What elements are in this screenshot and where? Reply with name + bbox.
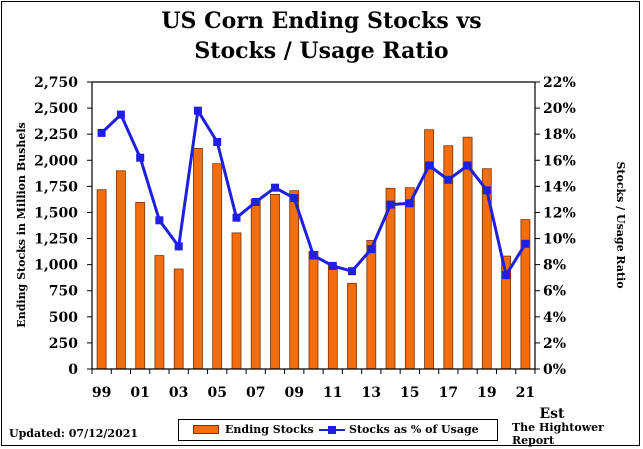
y-axis-title: Ending Stocks in Million Bushels xyxy=(15,122,28,327)
line-marker-99 xyxy=(97,128,106,137)
legend-item-bars: Ending Stocks xyxy=(193,423,314,436)
y-tick-label: 1,750 xyxy=(34,179,78,195)
bars-layer xyxy=(96,129,531,370)
line-marker-19 xyxy=(482,186,491,195)
x-extra-label: Est xyxy=(539,406,565,422)
x-tick-label: 03 xyxy=(169,385,188,401)
y-tick-label: 0 xyxy=(68,362,78,378)
bar-10 xyxy=(308,250,319,370)
line-marker-06 xyxy=(232,213,241,222)
line-marker-11 xyxy=(328,261,337,270)
y-tick-label: 2,250 xyxy=(34,127,78,143)
line-marker-12 xyxy=(348,267,356,276)
x-tick-label: 05 xyxy=(207,385,226,401)
bar-15 xyxy=(404,187,415,370)
line-marker-00 xyxy=(116,110,125,119)
y-tick-label: 1,500 xyxy=(34,205,78,221)
line-marker-08 xyxy=(271,183,279,192)
line-marker-07 xyxy=(251,198,260,206)
bar-05 xyxy=(212,163,223,370)
x-tick-label: 15 xyxy=(400,385,419,401)
axes-layer xyxy=(91,81,536,370)
x-tick-label: 13 xyxy=(362,385,381,401)
x-tick-label: 19 xyxy=(477,385,496,401)
bar-04 xyxy=(192,147,203,370)
bar-00 xyxy=(116,170,126,370)
line-marker-10 xyxy=(309,251,318,260)
y2-tick-label: 2% xyxy=(543,336,566,352)
bar-01 xyxy=(135,201,146,370)
chart-title-line1: US Corn Ending Stocks vs xyxy=(161,8,482,34)
line-marker-01 xyxy=(136,153,145,162)
line-marker-04 xyxy=(193,106,202,115)
y-tick-label: 750 xyxy=(49,284,78,300)
y2-tick-label: 16% xyxy=(543,153,576,169)
y-tick-label: 250 xyxy=(49,336,78,352)
x-tick-label: 09 xyxy=(284,385,303,401)
legend-bar-swatch xyxy=(193,425,219,434)
x-tick-label: 01 xyxy=(130,385,149,401)
stocks-usage-line xyxy=(100,109,527,277)
bar-08 xyxy=(270,193,280,370)
updated-date: Updated: 07/12/2021 xyxy=(9,427,139,440)
y2-tick-label: 4% xyxy=(543,310,566,326)
y-tick-label: 2,500 xyxy=(34,101,78,117)
line-marker-17 xyxy=(444,175,453,184)
legend-line-swatch xyxy=(319,425,345,435)
line-marker-03 xyxy=(174,242,183,251)
y2-axis-title: Stocks / Usage Ratio xyxy=(614,161,627,288)
line-marker-20 xyxy=(502,271,511,280)
x-tick-label: 17 xyxy=(439,385,458,401)
line-marker-13 xyxy=(367,245,376,253)
y2-tick-label: 0% xyxy=(543,362,566,378)
x-tick-label: 99 xyxy=(92,385,111,401)
bar-03 xyxy=(173,268,184,370)
y-tick-label: 2,750 xyxy=(34,75,78,91)
y-tick-label: 1,250 xyxy=(34,232,78,248)
legend-bars-label: Ending Stocks xyxy=(225,423,314,436)
x-tick-label: 21 xyxy=(516,385,535,401)
bar-99 xyxy=(96,189,107,370)
y-tick-label: 500 xyxy=(49,310,78,326)
bar-06 xyxy=(231,232,242,370)
y2-tick-label: 12% xyxy=(543,205,576,221)
line-layer xyxy=(97,106,530,280)
line-marker-18 xyxy=(463,161,472,170)
y2-tick-label: 8% xyxy=(543,258,566,274)
line-marker-02 xyxy=(155,216,164,225)
legend: Ending Stocks Stocks as % of Usage xyxy=(178,419,498,441)
line-marker-14 xyxy=(386,200,395,209)
legend-item-line: Stocks as % of Usage xyxy=(319,423,479,436)
bar-07 xyxy=(250,199,261,370)
line-marker-21 xyxy=(521,239,530,248)
source-label: The Hightower Report xyxy=(512,421,604,447)
line-marker-16 xyxy=(425,161,434,170)
legend-line-label: Stocks as % of Usage xyxy=(349,423,479,436)
x-tick-label: 07 xyxy=(246,385,265,401)
bar-12 xyxy=(347,282,357,370)
x-tick-label: 11 xyxy=(323,385,342,401)
y-tick-label: 1,000 xyxy=(34,258,78,274)
line-marker-09 xyxy=(290,194,299,203)
y2-tick-label: 18% xyxy=(543,127,576,143)
bar-11 xyxy=(327,265,338,370)
y2-tick-label: 6% xyxy=(543,284,566,300)
line-marker-15 xyxy=(405,199,414,208)
y2-tick-label: 14% xyxy=(543,179,576,195)
bar-13 xyxy=(366,239,377,370)
chart-title-line2: Stocks / Usage Ratio xyxy=(194,38,449,64)
line-marker-05 xyxy=(213,138,222,146)
ticks-layer: 0 250 500 750 1,000 1,250 1,500 1,750 2,000 2,250… xyxy=(34,75,576,401)
y-tick-label: 2,000 xyxy=(34,153,78,169)
bar-02 xyxy=(154,255,165,370)
y2-tick-label: 20% xyxy=(543,101,576,117)
bar-09 xyxy=(289,190,300,370)
y2-tick-label: 22% xyxy=(543,75,576,91)
y2-tick-label: 10% xyxy=(543,232,576,248)
